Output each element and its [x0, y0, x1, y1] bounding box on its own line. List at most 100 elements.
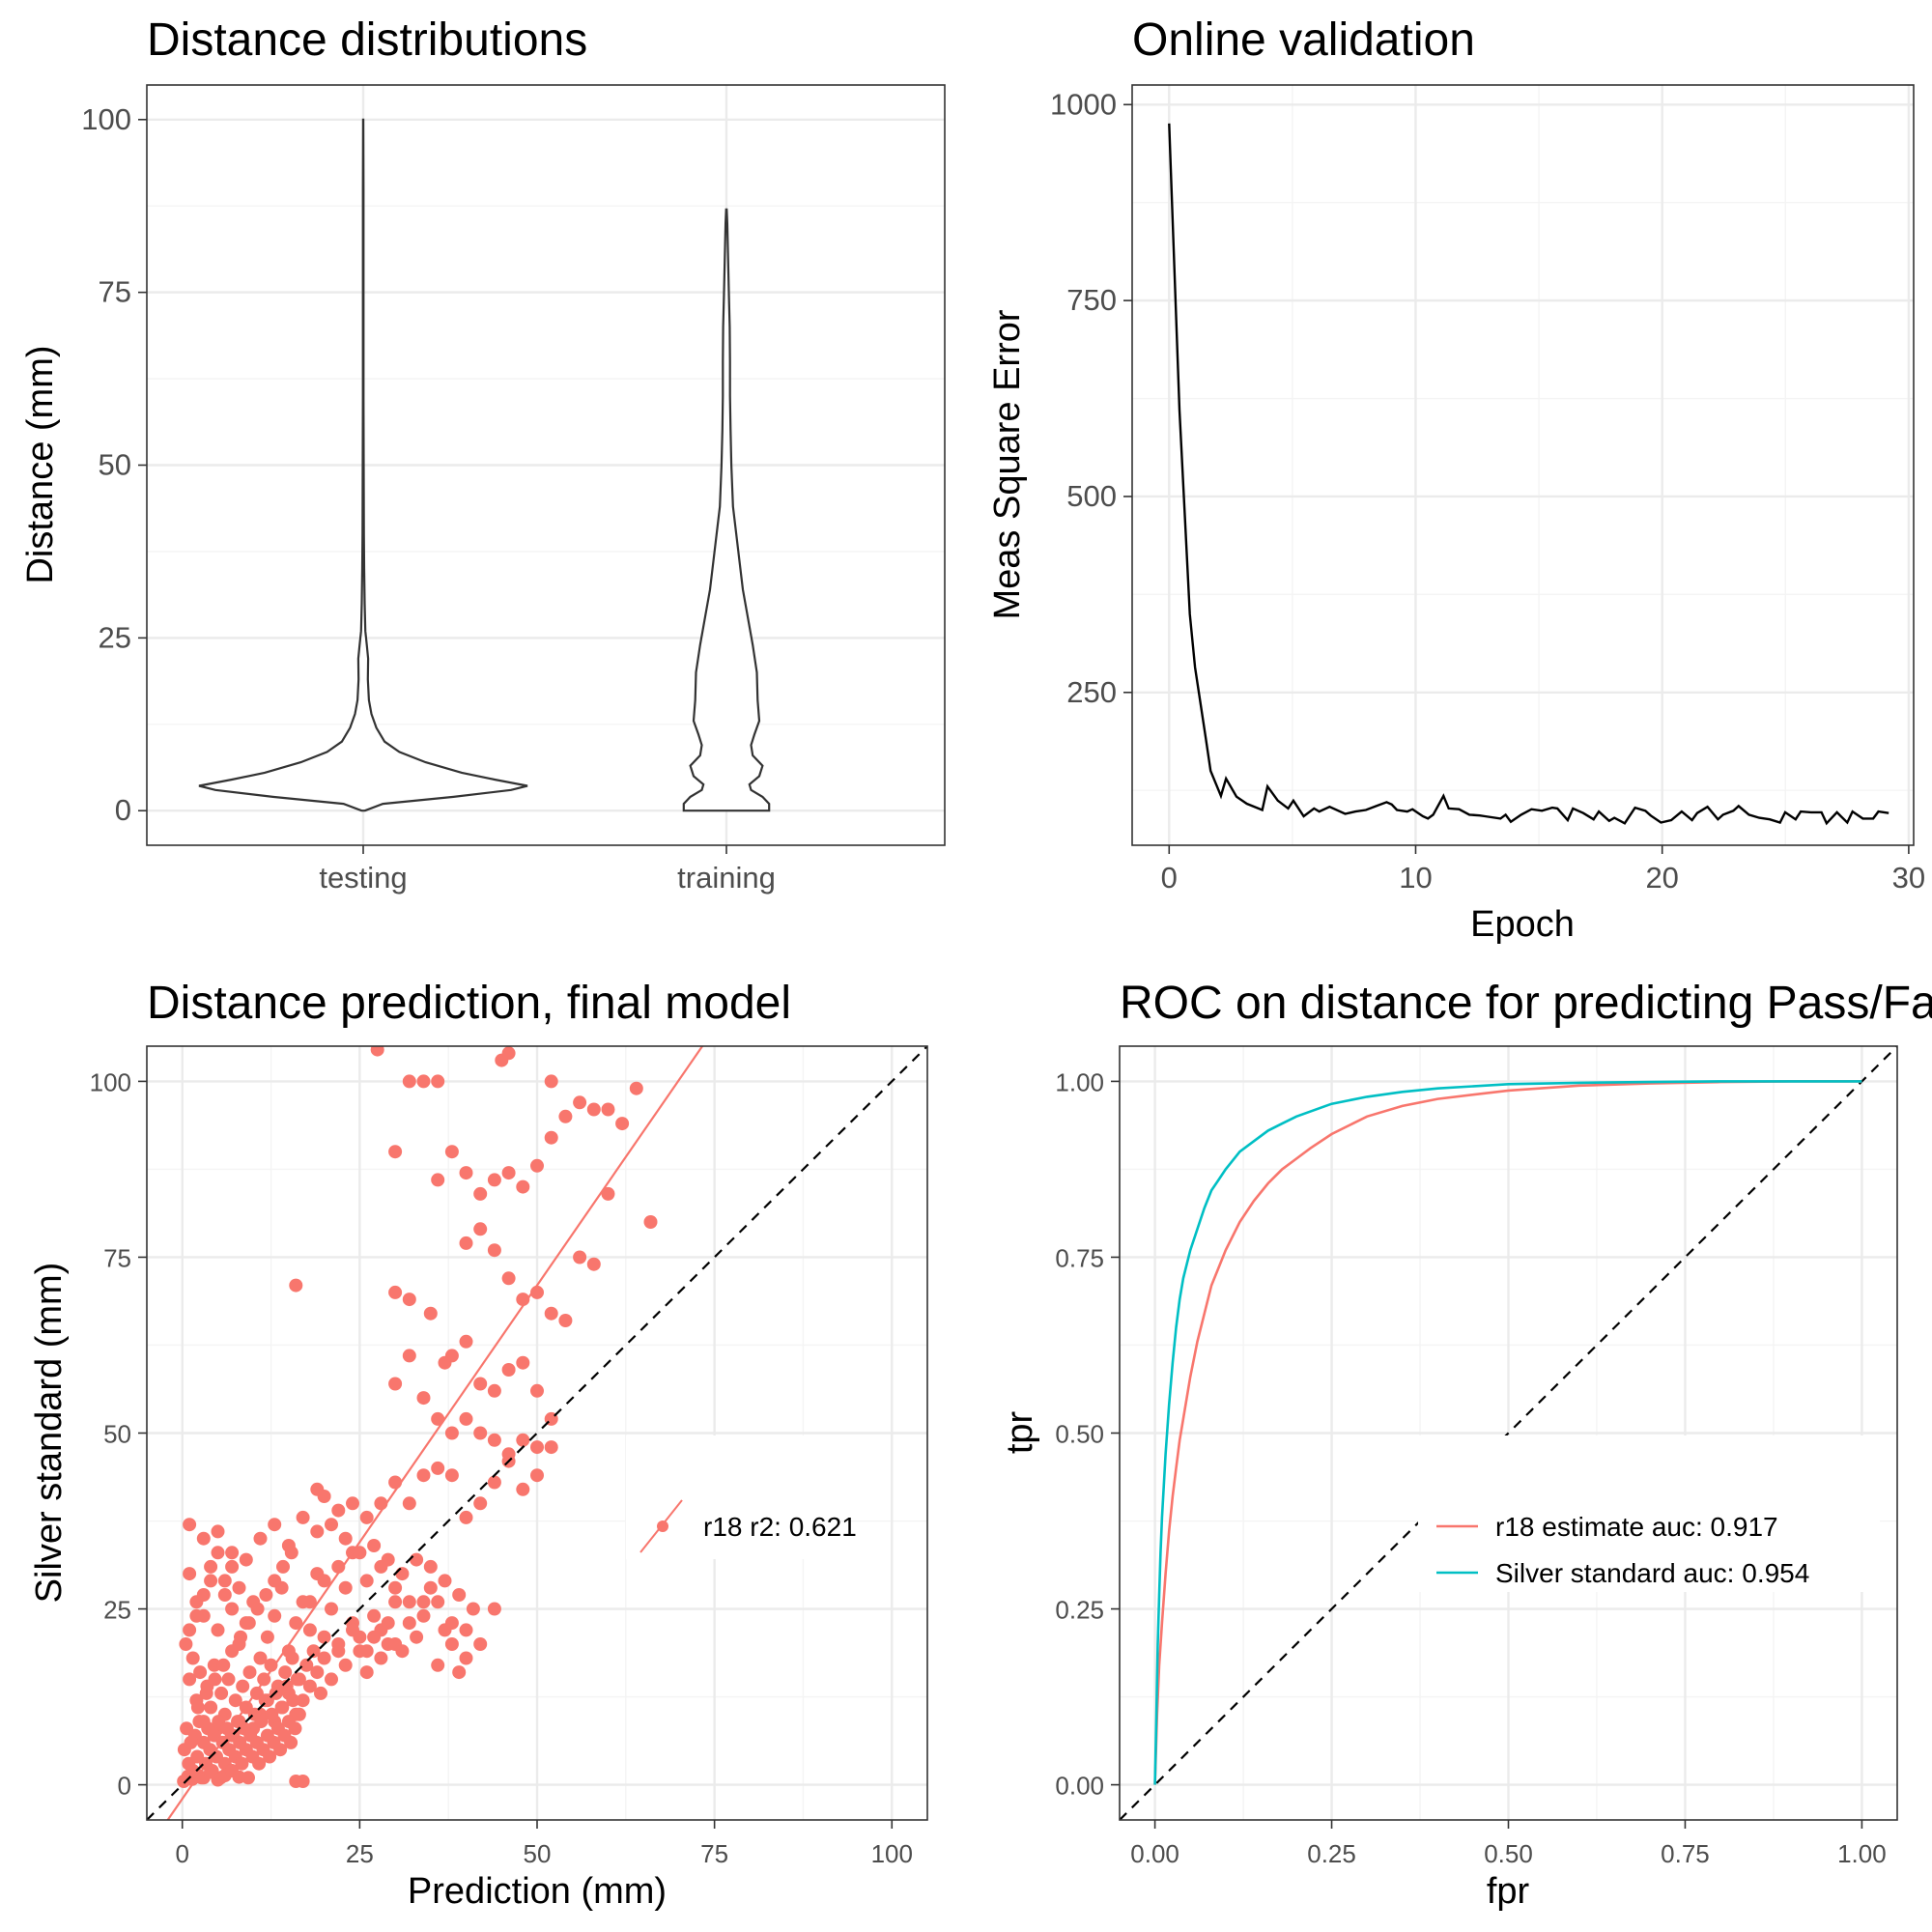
scatter-point	[289, 1278, 303, 1293]
scatter-point	[601, 1102, 615, 1117]
validation-xtick-label: 30	[1892, 861, 1925, 895]
roc-title: ROC on distance for predicting Pass/Fail	[1120, 978, 1932, 1029]
scatter-point	[388, 1595, 403, 1609]
violin-ytick-label: 50	[99, 448, 131, 482]
scatter-point	[338, 1531, 353, 1546]
scatter-point	[388, 1145, 403, 1159]
scatter-point	[586, 1102, 601, 1117]
scatter-point	[416, 1391, 431, 1406]
scatter-point	[183, 1567, 197, 1581]
scatter-point	[331, 1559, 346, 1574]
scatter-point	[310, 1524, 325, 1539]
scatter-point	[183, 1623, 197, 1637]
roc-xtick-label: 0.00	[1130, 1839, 1179, 1868]
scatter-point	[204, 1700, 218, 1715]
scatter-point	[431, 1658, 445, 1672]
scatter-point	[331, 1503, 346, 1518]
scatter-legend-key-point	[657, 1520, 668, 1532]
panel-online-validation: Online validation 250 500 750 1000 0 10 20 30 E…	[987, 14, 1925, 945]
scatter-fit-line	[166, 1046, 704, 1820]
roc-ytick-label: 0.25	[1055, 1596, 1104, 1625]
validation-xlabel: Epoch	[1470, 904, 1575, 945]
scatter-point	[279, 1679, 294, 1693]
scatter-point	[235, 1756, 249, 1771]
scatter-point	[410, 1630, 424, 1644]
scatter-point	[296, 1510, 310, 1524]
scatter-point	[487, 1243, 501, 1258]
scatter-point	[558, 1109, 573, 1123]
roc-ytick-label: 0.00	[1055, 1772, 1104, 1801]
scatter-point	[217, 1588, 232, 1602]
scatter-point	[487, 1475, 501, 1490]
scatter-point	[381, 1616, 395, 1631]
scatter-point	[459, 1623, 473, 1637]
scatter-point	[444, 1349, 459, 1363]
scatter-point	[530, 1383, 544, 1398]
scatter-point	[516, 1355, 530, 1370]
scatter-point	[325, 1518, 338, 1532]
scatter-point	[225, 1559, 240, 1574]
scatter-point	[473, 1186, 488, 1201]
scatter-point	[260, 1630, 274, 1644]
scatter-point	[199, 1686, 213, 1700]
validation-xtick-label: 10	[1399, 861, 1432, 895]
roc-ytick-label: 0.50	[1055, 1420, 1104, 1449]
scatter-point	[501, 1363, 516, 1377]
scatter-point	[228, 1693, 242, 1708]
validation-xtick-label: 0	[1161, 861, 1178, 895]
scatter-point	[317, 1630, 331, 1644]
scatter-point	[290, 1672, 304, 1687]
roc-legend-label-r18: r18 estimate auc: 0.917	[1495, 1512, 1778, 1542]
validation-plot-area	[1132, 85, 1914, 845]
scatter-point	[306, 1644, 321, 1659]
scatter-point	[264, 1658, 278, 1672]
scatter-point	[416, 1468, 431, 1483]
scatter-xtick-label: 100	[871, 1839, 913, 1868]
scatter-point	[466, 1602, 480, 1616]
scatter-xlabel: Prediction (mm)	[408, 1871, 667, 1912]
scatter-point	[431, 1595, 445, 1609]
scatter-point	[259, 1588, 273, 1602]
scatter-point	[530, 1468, 544, 1483]
scatter-ytick-label: 50	[103, 1420, 131, 1449]
scatter-point	[359, 1510, 374, 1524]
scatter-point	[196, 1531, 211, 1546]
violin-shape-testing	[198, 118, 528, 812]
scatter-point	[225, 1644, 240, 1659]
scatter-ytick-label: 0	[118, 1772, 131, 1801]
scatter-point	[544, 1306, 558, 1321]
scatter-point	[516, 1433, 530, 1447]
roc-xtick-label: 1.00	[1837, 1839, 1887, 1868]
scatter-point	[487, 1383, 501, 1398]
scatter-point	[516, 1482, 530, 1496]
scatter-xtick-label: 25	[346, 1839, 374, 1868]
panel-roc: ROC on distance for predicting Pass/Fail…	[1000, 978, 1932, 1912]
roc-legend-label-silver: Silver standard auc: 0.954	[1495, 1558, 1809, 1588]
scatter-point	[431, 1173, 445, 1187]
scatter-point	[232, 1580, 246, 1595]
scatter-point	[189, 1608, 204, 1623]
scatter-point	[423, 1559, 438, 1574]
scatter-point	[302, 1595, 317, 1609]
scatter-point	[459, 1236, 473, 1250]
scatter-point	[501, 1271, 516, 1286]
scatter-title: Distance prediction, final model	[147, 978, 791, 1029]
scatter-point	[278, 1665, 293, 1680]
scatter-point	[416, 1608, 431, 1623]
violin-ytick-label: 75	[99, 275, 131, 309]
scatter-point	[459, 1651, 473, 1665]
scatter-point	[252, 1756, 267, 1771]
scatter-point	[374, 1651, 388, 1665]
scatter-point	[444, 1145, 459, 1159]
scatter-point	[431, 1461, 445, 1475]
scatter-point	[402, 1293, 416, 1307]
panel-violin: Distance distributions 0 25 50 75 100 testing…	[20, 14, 946, 895]
scatter-point	[353, 1644, 367, 1659]
violin-title: Distance distributions	[147, 14, 587, 66]
scatter-point	[459, 1510, 473, 1524]
scatter-point	[444, 1426, 459, 1440]
roc-legend: r18 estimate auc: 0.917 Silver standard …	[1418, 1435, 1880, 1592]
scatter-point	[289, 1616, 303, 1631]
scatter-point	[214, 1686, 229, 1700]
